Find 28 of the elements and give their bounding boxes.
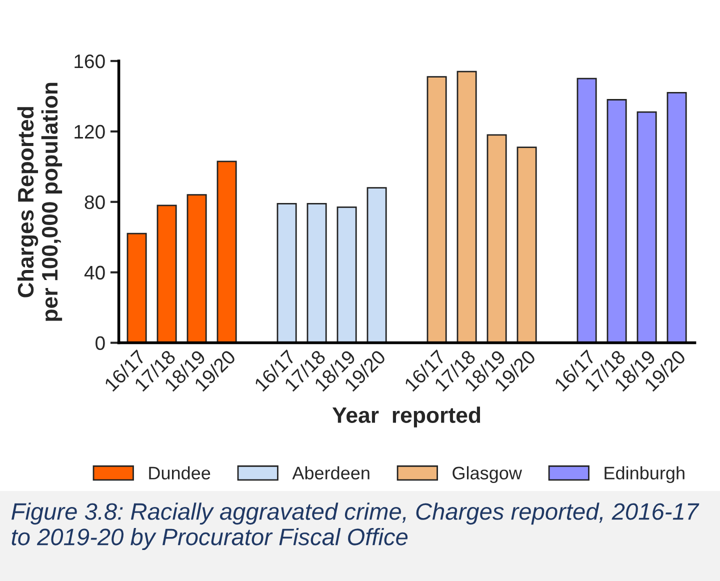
bar bbox=[426, 76, 447, 343]
y-tick-label: 160 bbox=[74, 54, 105, 68]
bar bbox=[636, 111, 657, 343]
legend-label: Dundee bbox=[149, 466, 210, 480]
legend-label: Edinburgh bbox=[604, 466, 684, 484]
bar bbox=[366, 187, 387, 343]
y-tick-label: 80 bbox=[84, 195, 105, 210]
bar bbox=[276, 202, 297, 343]
bar bbox=[306, 202, 327, 343]
bar bbox=[216, 160, 237, 343]
legend-label: Glasgow bbox=[452, 466, 522, 484]
y-tick-label: 40 bbox=[84, 266, 105, 280]
bar bbox=[456, 70, 477, 343]
bar bbox=[576, 78, 597, 343]
bar bbox=[666, 92, 687, 343]
caption: Figure 3.8: Racially aggravated crime, Charges reported, 2016-17 to 2019-20 by Procurator Fiscal Office bbox=[12, 502, 700, 550]
y-axis-title: Charges Reported per 100,000 population bbox=[17, 82, 62, 321]
legend-label: Aberdeen bbox=[292, 466, 370, 480]
bar bbox=[336, 206, 357, 343]
bar bbox=[126, 232, 147, 343]
bar bbox=[486, 134, 507, 343]
x-axis-title: Year reported bbox=[332, 406, 480, 428]
bar bbox=[156, 204, 177, 343]
y-tick-label: 120 bbox=[74, 124, 105, 139]
bar bbox=[606, 99, 627, 343]
y-tick-label: 0 bbox=[96, 336, 105, 350]
bar bbox=[516, 146, 537, 343]
bar bbox=[186, 194, 207, 343]
